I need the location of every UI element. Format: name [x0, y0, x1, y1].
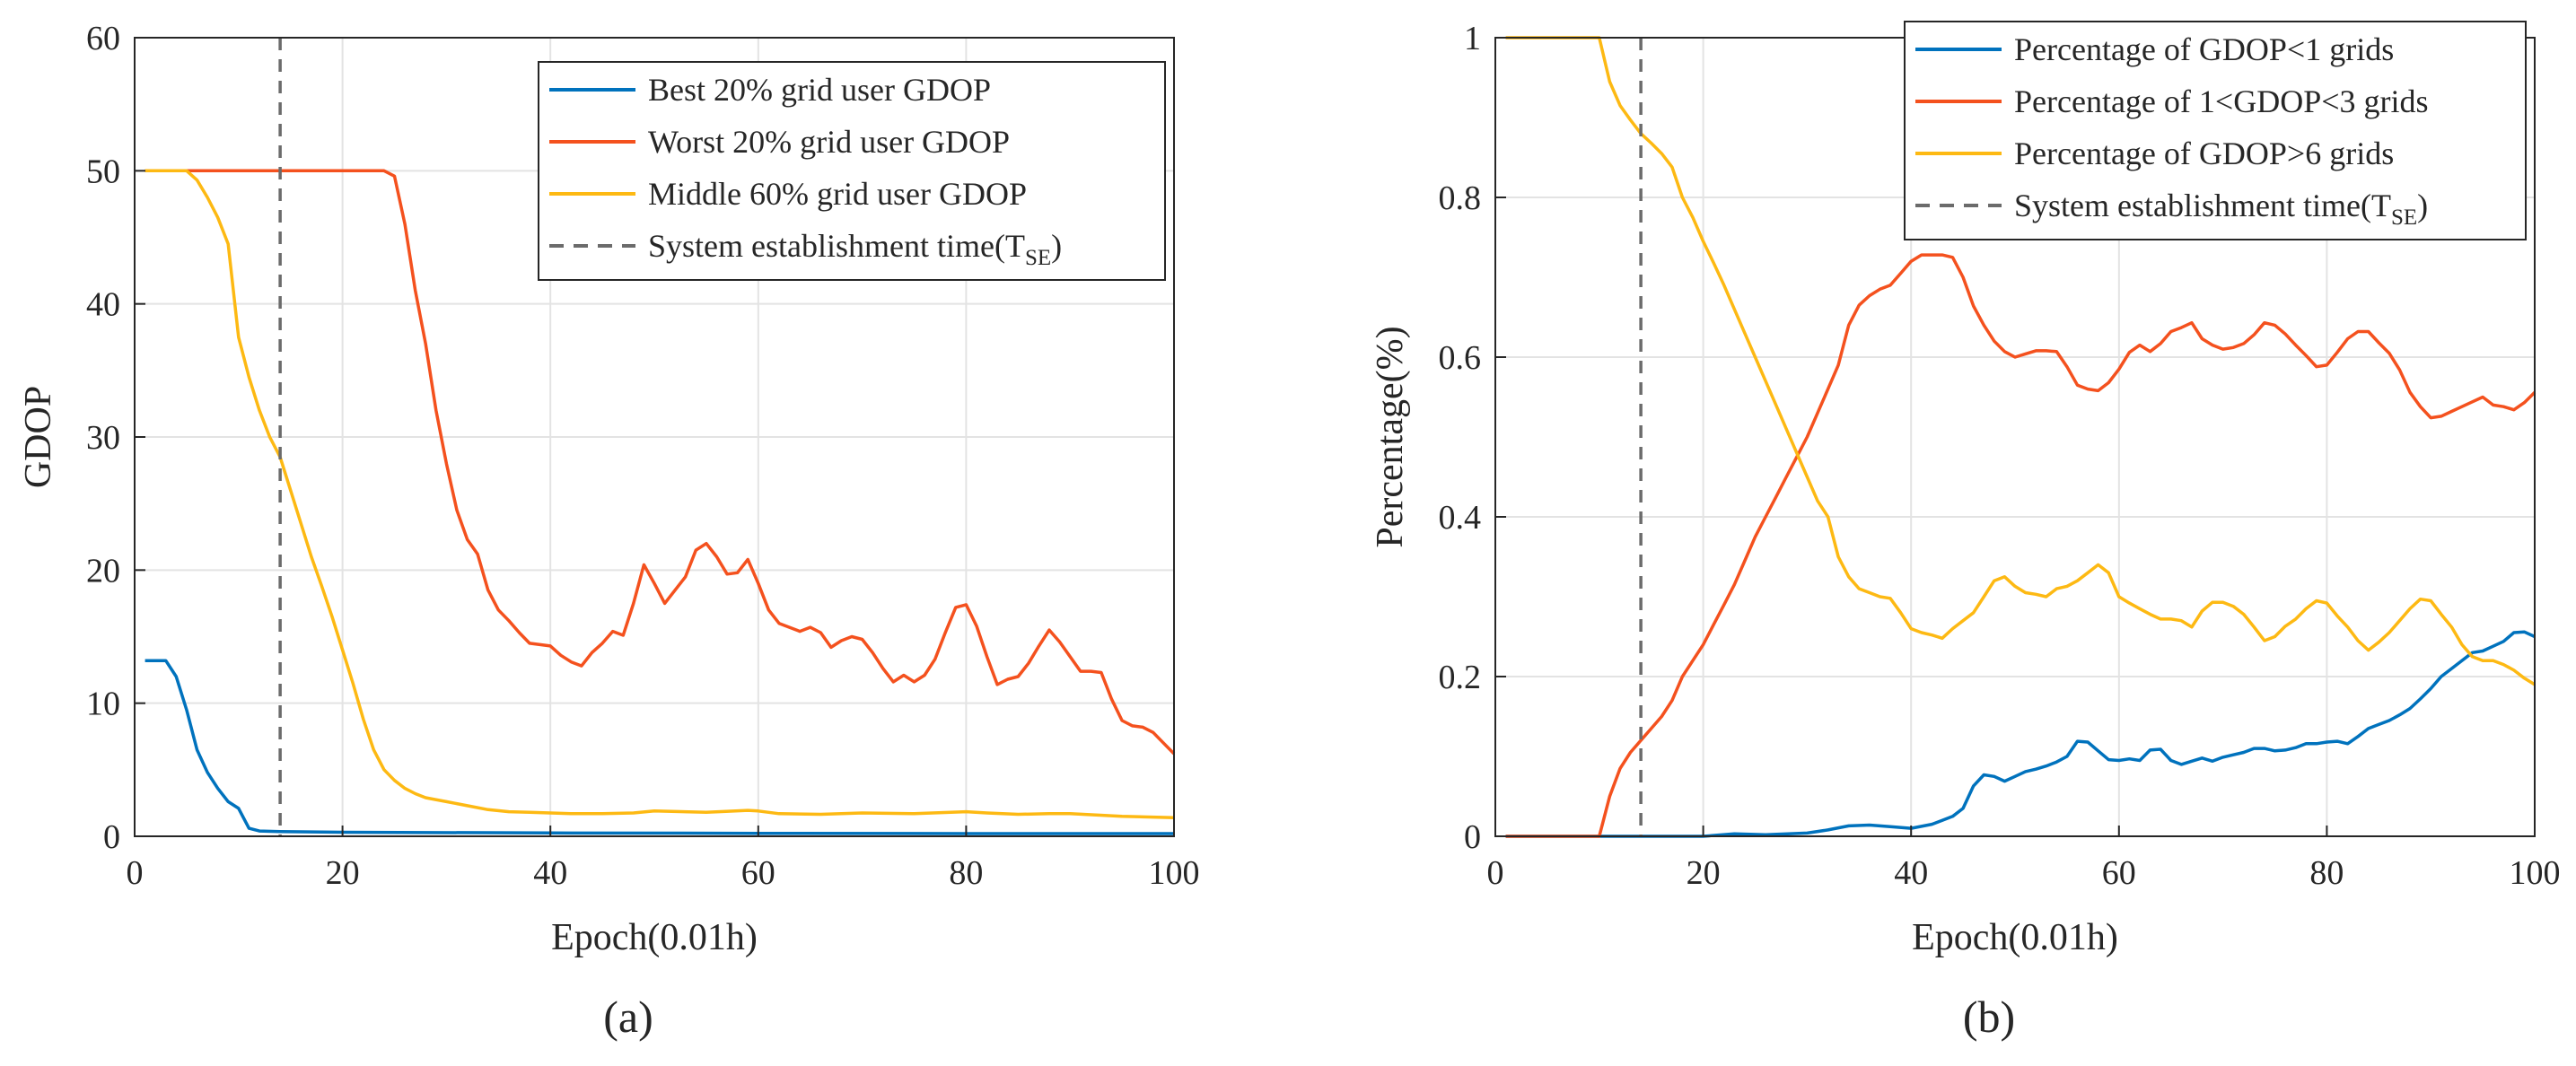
chart-a-series-blue — [145, 659, 1174, 835]
chart-a-ytick: 10 — [86, 686, 120, 723]
chart-b-xtick: 100 — [2510, 854, 2561, 892]
chart-a-xlabel: Epoch(0.01h) — [551, 917, 758, 958]
chart-a-ytick: 30 — [86, 419, 120, 457]
legend-a-label-tse: System establishment time(TSE) — [648, 228, 1062, 270]
chart-b-series-blue — [1505, 630, 2536, 838]
chart-a-series-yellow — [145, 169, 1175, 819]
legend-b-label-1to3: Percentage of 1<GDOP<3 grids — [2014, 83, 2429, 119]
chart-a: 0 20 40 60 80 100 0 10 20 30 40 50 60 Ep… — [18, 20, 1200, 1042]
chart-b-series-yellow — [1505, 36, 2536, 686]
legend-b-label-lt1: Percentage of GDOP<1 grids — [2014, 31, 2394, 67]
chart-a-ytick: 60 — [86, 20, 120, 57]
chart-a-xtick: 100 — [1149, 854, 1200, 892]
chart-a-ytick: 50 — [86, 153, 120, 190]
chart-b-series — [1505, 36, 2537, 838]
chart-b-ytick: 0 — [1464, 818, 1481, 856]
chart-b-ylabel: Percentage(%) — [1370, 326, 1411, 547]
chart-a-series-red — [145, 169, 1176, 756]
legend-a-label-worst: Worst 20% grid user GDOP — [648, 124, 1010, 160]
chart-a-legend: Best 20% grid user GDOP Worst 20% grid u… — [538, 61, 1166, 281]
chart-a-ytick: 40 — [86, 286, 120, 324]
chart-b-xtick: 0 — [1487, 854, 1504, 892]
chart-b-legend: Percentage of GDOP<1 grids Percentage of… — [1904, 21, 2527, 240]
chart-a-ticks — [134, 37, 1175, 837]
chart-a-series — [145, 38, 1176, 836]
chart-b-ytick: 0.6 — [1439, 339, 1482, 377]
chart-b-ytick: 0.4 — [1439, 499, 1482, 537]
chart-a-ytick: 20 — [86, 552, 120, 590]
chart-b-caption: (b) — [1963, 992, 2015, 1042]
chart-b-xlabel: Epoch(0.01h) — [1912, 917, 2118, 958]
chart-b-ytick: 0.8 — [1439, 179, 1482, 217]
chart-b-xtick: 40 — [1894, 854, 1928, 892]
chart-a-caption: (a) — [603, 992, 653, 1042]
chart-a-xtick: 0 — [127, 854, 144, 892]
legend-b-label-gt6: Percentage of GDOP>6 grids — [2014, 135, 2394, 171]
chart-b-legend-box — [1904, 21, 2527, 240]
chart-b-series-red — [1505, 253, 2537, 838]
chart-b: 0 20 40 60 80 100 0 0.2 0.4 0.6 0.8 1 Ep… — [1370, 20, 2561, 1042]
chart-a-xtick: 40 — [533, 854, 567, 892]
chart-a-xtick: 20 — [326, 854, 360, 892]
chart-b-ytick: 0.2 — [1439, 659, 1482, 696]
chart-b-xtick: 80 — [2309, 854, 2344, 892]
chart-a-ytick: 0 — [103, 818, 120, 856]
chart-a-ylabel: GDOP — [18, 386, 59, 488]
chart-b-ytick: 1 — [1464, 20, 1481, 57]
chart-b-xtick: 60 — [2102, 854, 2136, 892]
chart-a-legend-box — [538, 61, 1166, 281]
chart-a-xtick: 80 — [949, 854, 983, 892]
chart-b-xtick: 20 — [1687, 854, 1721, 892]
legend-a-label-middle: Middle 60% grid user GDOP — [648, 176, 1027, 212]
legend-b-label-tse: System establishment time(TSE) — [2014, 188, 2428, 230]
chart-b-ticks — [1494, 37, 2536, 837]
chart-a-xtick: 60 — [741, 854, 775, 892]
legend-a-label-best: Best 20% grid user GDOP — [648, 72, 991, 108]
